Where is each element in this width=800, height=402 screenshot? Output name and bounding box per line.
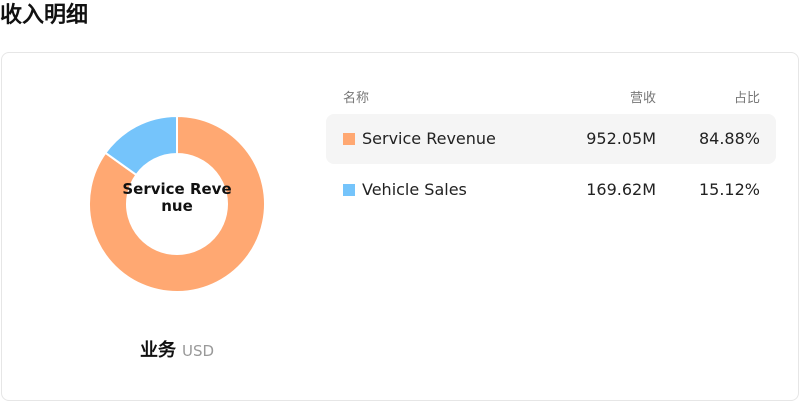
header-name: 名称	[343, 91, 370, 106]
header-share: 占比	[733, 91, 760, 106]
donut-slice-vehicle-sales[interactable]	[104, 115, 178, 177]
donut-center-label: Service Revenue	[122, 180, 232, 215]
row-share: 15.12%	[698, 180, 760, 199]
legend-swatch	[343, 133, 355, 145]
row-name: Service Revenue	[362, 129, 496, 148]
currency-unit: USD	[181, 342, 215, 360]
donut-chart: Service Revenue	[88, 115, 266, 293]
table-row-service-revenue[interactable]: Service Revenue 952.05M 84.88%	[326, 114, 776, 164]
header-revenue: 营收	[629, 91, 656, 106]
legend-swatch	[343, 184, 355, 196]
row-revenue: 952.05M	[586, 129, 656, 148]
row-share: 84.88%	[698, 129, 760, 148]
revenue-card: Service Revenue 业务 USD 名称 营收 占比 Service R…	[1, 52, 799, 401]
segment-caption: 业务 USD	[2, 336, 352, 362]
donut-chart-svg	[88, 115, 266, 293]
row-revenue: 169.62M	[586, 180, 656, 199]
row-name: Vehicle Sales	[362, 180, 467, 199]
segment-caption-title: 业务	[139, 340, 176, 361]
table-row-vehicle-sales[interactable]: Vehicle Sales 169.62M 15.12%	[326, 165, 776, 215]
donut-slice-service-revenue[interactable]	[88, 115, 266, 293]
table-header: 名称 营收 占比	[326, 87, 776, 107]
page-title: 收入明细	[0, 3, 89, 28]
